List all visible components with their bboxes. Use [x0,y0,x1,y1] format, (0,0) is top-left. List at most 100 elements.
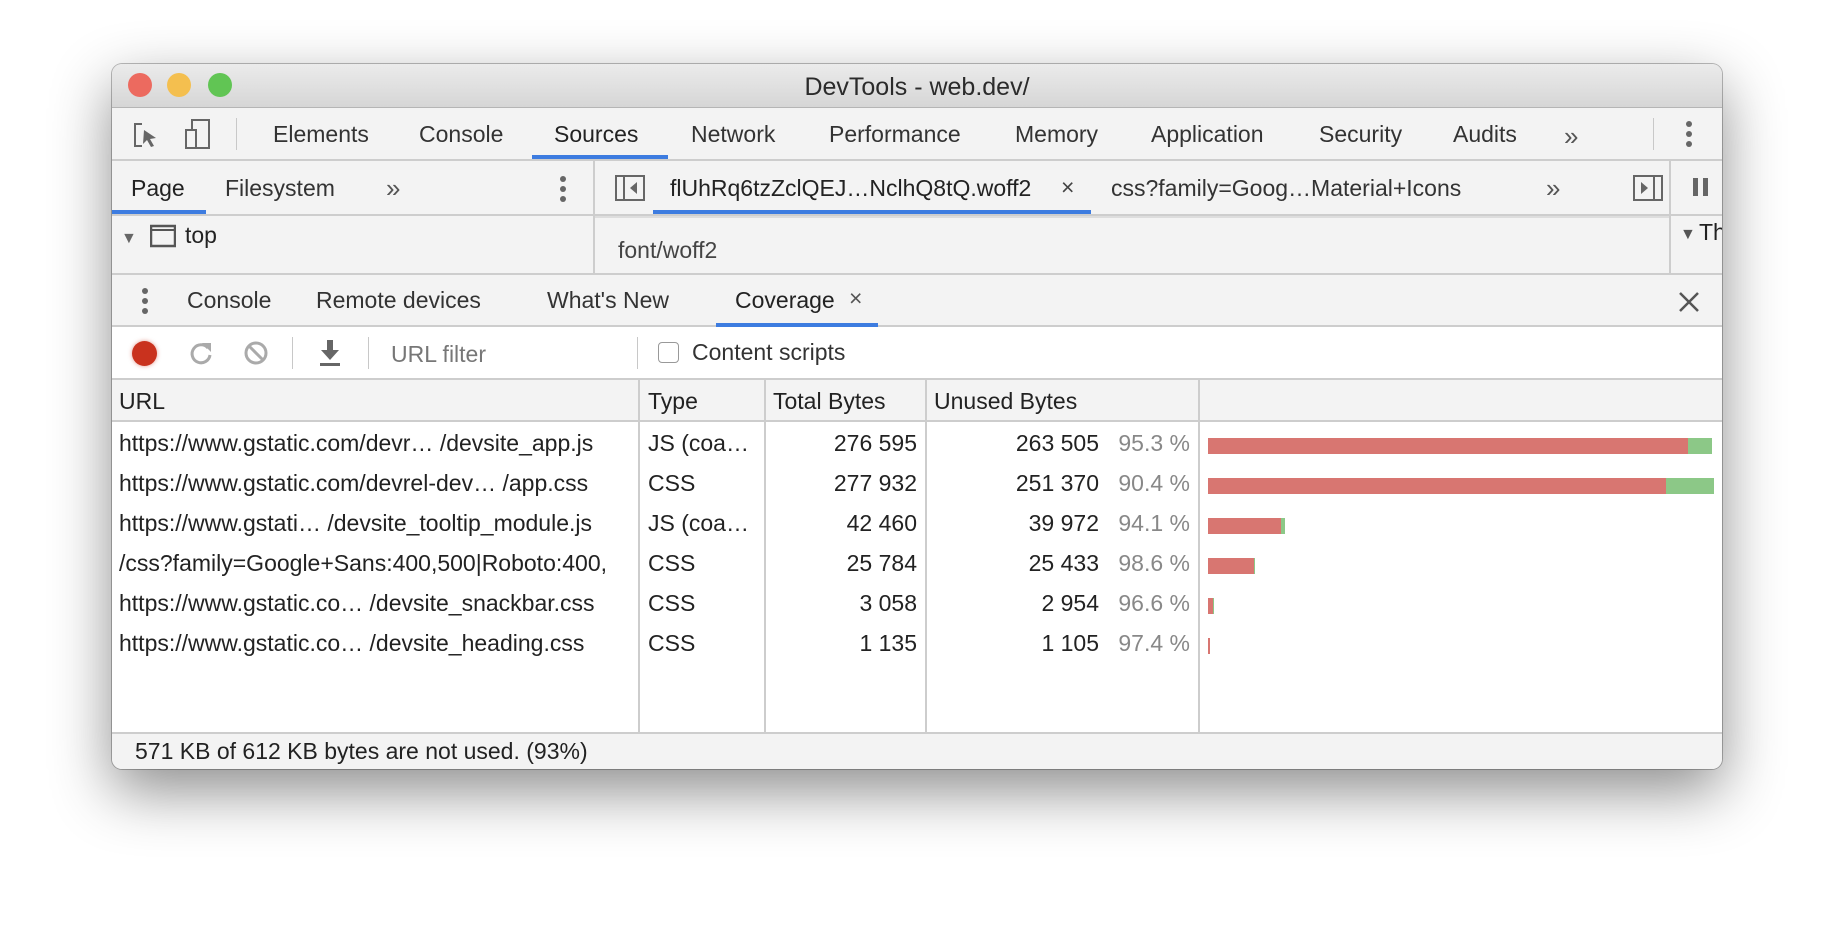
close-tab-icon[interactable]: × [1061,174,1075,200]
active-tab-indicator [532,155,668,159]
unused-percent-cell: 90.4 % [1118,470,1190,496]
kebab-menu-icon[interactable] [1686,120,1692,153]
tab-elements[interactable]: Elements [273,121,369,147]
used-bar [1665,478,1714,494]
type-cell: JS (coa… [648,510,749,536]
main-tab-bar: Elements Console Sources Network Performance… [112,108,1722,161]
toggle-navigator-icon[interactable] [615,175,645,201]
threads-section-label[interactable]: Th [1699,219,1722,245]
close-window-button[interactable] [128,73,152,97]
url-filter-input[interactable]: URL filter [391,341,486,367]
reload-icon[interactable] [188,340,214,366]
export-download-icon[interactable] [318,339,342,367]
tab-sources[interactable]: Sources [554,121,639,147]
window-title: DevTools - web.dev/ [804,73,1030,101]
column-header-url[interactable]: URL [119,388,166,414]
unused-bytes-cell: 39 972 [1028,510,1099,536]
url-cell: https://www.gstati… /devsite_tooltip_mod… [119,510,593,536]
unused-bytes-cell: 2 954 [1041,590,1099,616]
coverage-summary: 571 KB of 612 KB bytes are not used. (93… [135,738,588,764]
navigator-menu-icon[interactable] [560,175,566,203]
unused-bar [1208,638,1210,654]
drawer-tab-remote-devices[interactable]: Remote devices [316,287,481,313]
total-bytes-cell: 1 135 [859,630,917,656]
unused-bytes-cell: 263 505 [1015,430,1099,456]
url-cell: https://www.gstatic.com/devrel-dev… /app… [119,470,589,496]
tab-audits[interactable]: Audits [1453,121,1517,147]
debugger-toolbar [1669,161,1722,216]
unused-bytes-cell: 251 370 [1015,470,1099,496]
table-header: URL Type Total Bytes Unused Bytes [112,380,1722,422]
total-bytes-cell: 25 784 [846,550,917,576]
tab-console[interactable]: Console [419,121,504,147]
editor-tab-css[interactable]: css?family=Goog…Material+Icons [1111,175,1462,201]
editor-content: font/woff2 [595,216,1669,273]
total-bytes-cell: 3 058 [859,590,917,616]
coverage-table: URL Type Total Bytes Unused Bytes https:… [112,380,1722,732]
tree-item-top[interactable]: top [185,222,217,248]
type-cell: CSS [648,590,696,616]
table-row[interactable]: https://www.gstatic.com/devr… /devsite_a… [112,426,1722,466]
url-cell: https://www.gstatic.co… /devsite_snackba… [119,590,595,616]
content-scripts-checkbox[interactable] [658,342,679,363]
device-toolbar-icon[interactable] [184,118,214,152]
type-cell: JS (coa… [648,430,749,456]
unused-bytes-cell: 25 433 [1028,550,1099,576]
toggle-debugger-icon[interactable] [1633,175,1663,201]
type-cell: CSS [648,550,696,576]
coverage-toolbar: URL filter Content scripts [112,327,1722,380]
unused-bar [1208,558,1255,574]
drawer-tab-bar: Console Remote devices What's New Covera… [112,273,1722,327]
column-header-type[interactable]: Type [648,388,698,414]
tab-application[interactable]: Application [1151,121,1264,147]
content-scripts-label: Content scripts [692,339,846,365]
unused-percent-cell: 98.6 % [1118,550,1190,576]
unused-bar [1208,438,1688,454]
tab-network[interactable]: Network [691,121,776,147]
record-button[interactable] [132,341,157,366]
column-header-unused-bytes[interactable]: Unused Bytes [934,388,1078,414]
clear-icon[interactable] [243,340,269,366]
status-bar: 571 KB of 612 KB bytes are not used. (93… [112,732,1722,769]
table-row[interactable]: https://www.gstatic.co… /devsite_snackba… [112,586,1722,626]
drawer-tab-coverage[interactable]: Coverage [735,287,835,313]
tab-performance[interactable]: Performance [829,121,961,147]
editor-tab-woff2[interactable]: flUhRq6tzZclQEJ…NclhQ8tQ.woff2 [670,175,1032,201]
unused-bar [1208,478,1666,494]
unused-bar [1208,518,1281,534]
table-row[interactable]: https://www.gstatic.co… /devsite_heading… [112,626,1722,666]
url-cell: https://www.gstatic.co… /devsite_heading… [119,630,585,656]
drawer-tab-whats-new[interactable]: What's New [547,287,669,313]
title-bar: DevTools - web.dev/ [112,64,1722,108]
used-bar [1254,558,1255,574]
close-coverage-tab-icon[interactable]: × [849,285,863,311]
table-row[interactable]: https://www.gstatic.com/devrel-dev… /app… [112,466,1722,506]
table-row[interactable]: /css?family=Google+Sans:400,500|Roboto:4… [112,546,1722,586]
tab-memory[interactable]: Memory [1015,121,1099,147]
navigator-tree: ▼ top [112,216,595,273]
unused-percent-cell: 94.1 % [1118,510,1190,536]
expand-triangle-icon[interactable]: ▼ [121,230,137,247]
drawer-tab-console[interactable]: Console [187,287,272,313]
minimize-window-button[interactable] [167,73,191,97]
tab-page[interactable]: Page [131,175,185,201]
maximize-window-button[interactable] [208,73,232,97]
more-navigator-tabs[interactable]: » [386,173,401,203]
inspect-element-icon[interactable] [132,121,160,149]
frame-icon [150,224,176,248]
type-cell: CSS [648,470,696,496]
pause-icon[interactable] [1693,178,1709,196]
close-drawer-icon[interactable] [1678,291,1700,313]
file-mime-type: font/woff2 [618,237,718,263]
debugger-sidebar: ▼ Th [1669,216,1722,273]
table-row[interactable]: https://www.gstati… /devsite_tooltip_mod… [112,506,1722,546]
more-tabs-button[interactable]: » [1564,121,1579,151]
column-header-total-bytes[interactable]: Total Bytes [773,388,886,414]
used-bar [1687,438,1712,454]
drawer-menu-icon[interactable] [142,287,148,315]
url-cell: /css?family=Google+Sans:400,500|Roboto:4… [119,550,608,576]
tab-security[interactable]: Security [1319,121,1403,147]
used-bar [1280,518,1286,534]
more-editor-tabs[interactable]: » [1546,173,1561,203]
tab-filesystem[interactable]: Filesystem [225,175,335,201]
